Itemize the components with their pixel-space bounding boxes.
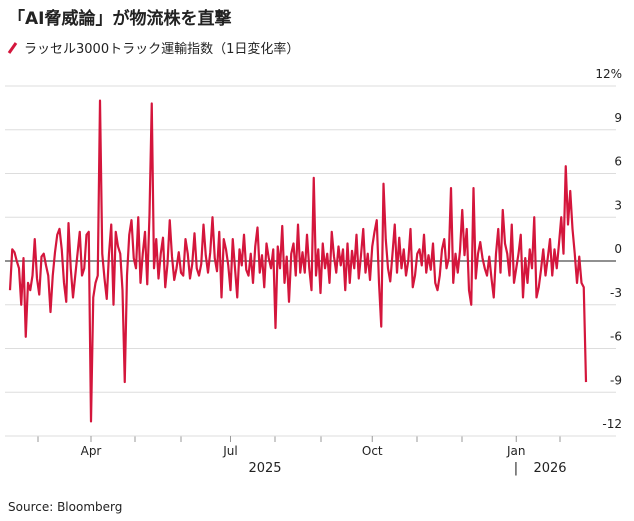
year-separator: | [514, 461, 518, 476]
legend-label: ラッセル3000トラック運輸指数（1日変化率） [24, 41, 299, 57]
y-tick-label: 0 [614, 242, 622, 256]
y-tick-label: 6 [614, 155, 622, 169]
year-label: 2025 [248, 461, 281, 476]
y-tick-label: -12 [602, 417, 622, 431]
legend-swatch [7, 42, 18, 54]
y-tick-label: -6 [610, 330, 622, 344]
year-label: 2026 [533, 461, 566, 476]
x-tick-label: Jan [506, 444, 526, 458]
y-tick-label: 3 [614, 198, 622, 212]
source: Source: Bloomberg [8, 500, 122, 514]
chart-title: 「AI脅威論」が物流株を直撃 [8, 8, 231, 29]
y-tick-label: 12% [595, 67, 622, 81]
x-tick-label: Oct [362, 444, 383, 458]
x-tick-label: Apr [81, 444, 102, 458]
x-tick-label: Jul [222, 444, 237, 458]
y-tick-label: 9 [614, 111, 622, 125]
y-tick-label: -9 [610, 373, 622, 387]
data-line [8, 99, 588, 423]
month-ticks [37, 436, 561, 442]
y-tick-label: -3 [610, 286, 622, 300]
